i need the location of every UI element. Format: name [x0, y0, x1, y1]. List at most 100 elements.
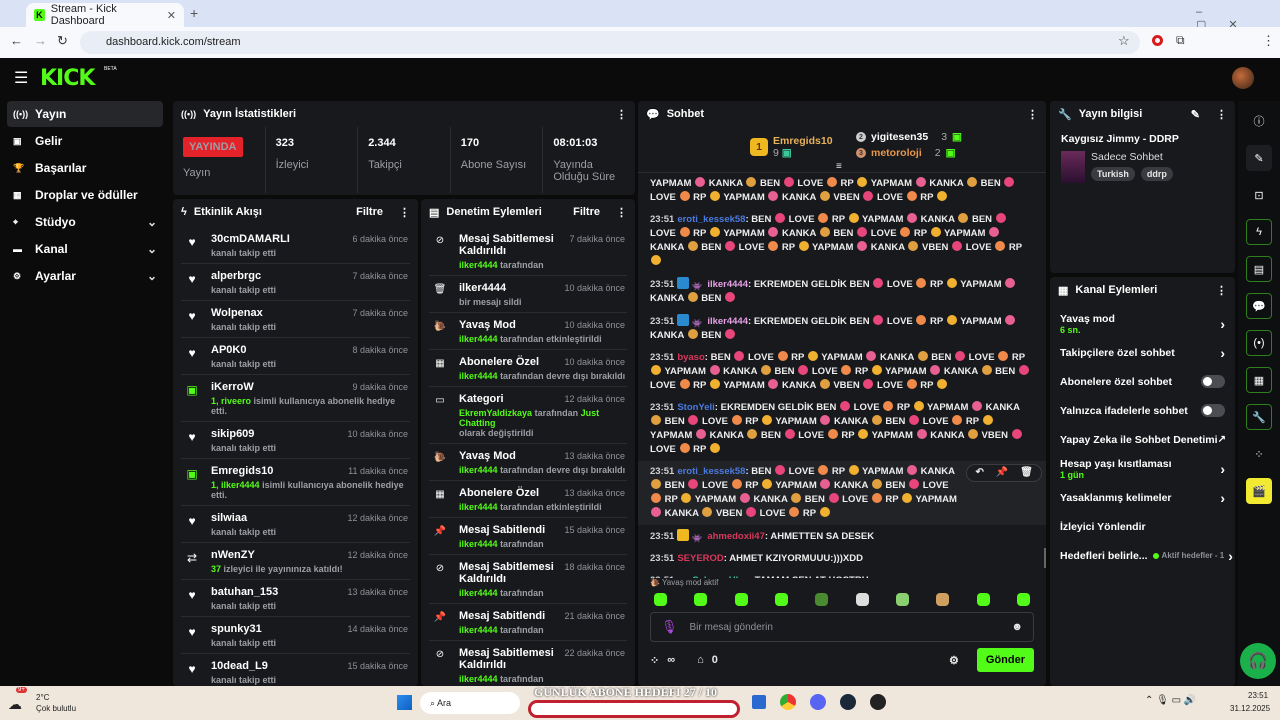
chat-username[interactable]: ahmedoxii47: [707, 531, 765, 542]
sidebar-item[interactable]: ((•)) Yayın: [7, 101, 163, 127]
channel-action[interactable]: Abonelere özel sohbet: [1050, 367, 1235, 396]
username[interactable]: Emregids10: [211, 465, 274, 477]
sidebar-item[interactable]: 🏆 Başarılar: [7, 155, 163, 181]
activity-item[interactable]: ♥ AP0K0 8 dakika önce kanalı takip etti: [181, 338, 410, 375]
more-options-icon[interactable]: ⋮: [1216, 284, 1227, 297]
stream-tag[interactable]: Turkish: [1091, 167, 1135, 181]
channel-action[interactable]: Yasaklanmış kelimeler ›: [1050, 483, 1235, 512]
edit-icon[interactable]: ✎: [1246, 145, 1272, 171]
moderation-item[interactable]: 📌 Mesaj Sabitlendi 21 dakika önce ilker4444…: [429, 604, 627, 641]
app-icon[interactable]: [870, 694, 886, 710]
chat-username[interactable]: SehmuzUlas: [692, 575, 749, 578]
filter-button[interactable]: Filtre: [573, 205, 600, 218]
username[interactable]: silwiaa: [211, 512, 248, 524]
sidebar-item[interactable]: ⌖ Stüdyo ⌄: [7, 209, 163, 235]
forward-icon[interactable]: →: [34, 33, 47, 48]
moderator-name[interactable]: ilker4444: [459, 371, 498, 381]
emote-icon[interactable]: [976, 593, 990, 606]
undo-icon[interactable]: ↶: [975, 467, 984, 478]
moderator-name[interactable]: ilker4444: [459, 334, 498, 344]
activity-item[interactable]: ♥ 10dead_L9 15 dakika önce kanalı takip ett…: [181, 654, 410, 686]
channel-points-icon[interactable]: ⁘: [650, 654, 660, 667]
toggle-switch[interactable]: [1201, 404, 1225, 417]
broadcast-icon[interactable]: (•): [1246, 330, 1272, 356]
emote-icon[interactable]: [1016, 593, 1030, 606]
url-input[interactable]: dashboard.kick.com/stream: [80, 31, 1140, 54]
username[interactable]: 30cmDAMARLI: [211, 233, 290, 245]
discord-app-icon[interactable]: [810, 694, 826, 710]
chat-message[interactable]: YAPMAM KANKA BEN LOVE RP YAPMAM KANKA BE…: [638, 173, 1046, 209]
wrench-icon[interactable]: 🔧: [1246, 404, 1272, 430]
moderator-name[interactable]: ilker4444: [459, 674, 498, 684]
chat-message[interactable]: 23:51 SEYEROD: AHMET KZIYORMUUU:)))XDD: [650, 553, 863, 564]
activity-item[interactable]: ♥ 30cmDAMARLI 6 dakika önce kanalı takip et…: [181, 227, 410, 264]
moderation-item[interactable]: ⊘ Mesaj Sabitlemesi Kaldırıldı 18 dakika ö…: [429, 555, 627, 604]
moderation-item[interactable]: 🐌 Yavaş Mod 13 dakika önce ilker4444 tarafı…: [429, 444, 627, 481]
taskbar-search[interactable]: ⌕ Ara: [420, 692, 520, 714]
sidebar-item[interactable]: ▦ Droplar ve ödüller: [7, 182, 163, 208]
chat-message[interactable]: 23:51 👾 ilker4444: EKREMDEN GELDİK BEN LOV…: [638, 310, 1046, 347]
collapse-icon[interactable]: ≡: [836, 161, 842, 172]
emote-icon[interactable]: [734, 593, 748, 606]
support-headset-icon[interactable]: 🎧: [1240, 643, 1276, 679]
focus-icon[interactable]: ⊡: [1254, 189, 1264, 202]
browser-tab[interactable]: K Stream - Kick Dashboard ✕: [26, 3, 184, 27]
moderation-log-icon[interactable]: ▤: [1246, 256, 1272, 282]
trash-icon[interactable]: 🗑: [1020, 467, 1033, 478]
stream-tag[interactable]: ddrp: [1140, 167, 1173, 181]
moderator-name[interactable]: ilker4444: [459, 260, 498, 270]
chat-message[interactable]: 23:51👾SehmuzUlas: TAMAM SEN AT HOSTRU: [638, 570, 1046, 578]
username[interactable]: alperbrgc: [211, 270, 262, 282]
activity-item[interactable]: ♥ batuhan_153 13 dakika önce kanalı takip e…: [181, 580, 410, 617]
moderation-item[interactable]: 🗑 ilker4444 10 dakika önce bir mesajı sildi: [429, 276, 627, 313]
activity-item[interactable]: ▣ iKerroW 9 dakika önce 1, riveero isimli k…: [181, 375, 410, 422]
chat-username[interactable]: ilker4444: [707, 316, 748, 327]
username[interactable]: AP0K0: [211, 344, 247, 356]
channel-action[interactable]: Hesap yaşı kısıtlaması 1 gün ›: [1050, 454, 1235, 483]
chat-scrollbar[interactable]: [1044, 548, 1046, 568]
kick-logo[interactable]: KICK: [40, 66, 95, 91]
emote-icon[interactable]: [694, 593, 708, 606]
moderator-name[interactable]: ilker4444: [459, 588, 498, 598]
chat-bubble-icon[interactable]: 💬: [1246, 293, 1272, 319]
channel-action[interactable]: Takipçilere özel sohbet ›: [1050, 338, 1235, 367]
new-tab-button[interactable]: +: [190, 5, 199, 21]
activity-item[interactable]: ♥ alperbrgc 7 dakika önce kanalı takip etti: [181, 264, 410, 301]
moderation-item[interactable]: 📌 Mesaj Sabitlendi 15 dakika önce ilker4444…: [429, 518, 627, 555]
sidebar-item[interactable]: ▬ Kanal ⌄: [7, 236, 163, 262]
username[interactable]: 10dead_L9: [211, 660, 268, 672]
emote-icon[interactable]: [774, 593, 788, 606]
activity-item[interactable]: ▣ Emregids10 11 dakika önce 1, ilker4444 is…: [181, 459, 410, 506]
chat-message[interactable]: 23:51 eroti_kessek58: BEN LOVE RP YAPMAM …: [638, 209, 1046, 273]
channel-action[interactable]: İzleyici Yönlendir: [1050, 512, 1235, 541]
edit-icon[interactable]: ✎: [1190, 108, 1200, 121]
moderation-item[interactable]: ⊘ Mesaj Sabitlemesi Kaldırıldı 22 dakika ö…: [429, 641, 627, 686]
leaderboard-entry[interactable]: 1 Emregids10 9 ▣: [750, 135, 833, 159]
leaderboard-entry[interactable]: 2 yigitesen35 3 ▣: [856, 131, 962, 143]
toggle-switch[interactable]: [1201, 375, 1225, 388]
chat-message[interactable]: 23:51 StonYeli: EKREMDEN GELDİK BEN LOVE …: [638, 397, 1046, 461]
emoji-picker-icon[interactable]: ☻: [1011, 621, 1023, 633]
sidebar-item[interactable]: ▣ Gelir: [7, 128, 163, 154]
chrome-app-icon[interactable]: [780, 694, 796, 710]
activity-item[interactable]: ♥ silwiaa 12 dakika önce kanalı takip etti: [181, 506, 410, 543]
tray-icons[interactable]: ⌃ 🎙 ▭ 🔊: [1145, 695, 1197, 706]
emote-icon[interactable]: [936, 593, 950, 606]
windows-start-icon[interactable]: [397, 695, 412, 710]
moderation-item[interactable]: ▭ Kategori 12 dakika önce EkremYaldizkaya t…: [429, 387, 627, 444]
moderation-item[interactable]: ▦ Abonelere Özel 13 dakika önce ilker4444 t…: [429, 481, 627, 518]
activity-item[interactable]: ♥ spunky31 14 dakika önce kanalı takip etti: [181, 617, 410, 654]
extensions-icon[interactable]: ⧉: [1176, 33, 1185, 47]
pin-icon[interactable]: 📌: [995, 467, 1009, 478]
username[interactable]: nWenZY: [211, 549, 255, 561]
emote-icon[interactable]: [895, 593, 909, 606]
user-avatar[interactable]: [1232, 67, 1254, 89]
chat-settings-icon[interactable]: ⚙: [949, 654, 959, 667]
chat-message[interactable]: 23:51 👾 ahmedoxii47: AHMETTEN SA DESEK: [650, 529, 875, 543]
channel-action[interactable]: Yalnızca ifadelerle sohbet: [1050, 396, 1235, 425]
steam-app-icon[interactable]: [840, 694, 856, 710]
chat-username[interactable]: eroti_kessek58: [677, 214, 746, 225]
username[interactable]: Wolpenax: [211, 307, 263, 319]
category-name[interactable]: Sadece Sohbet: [1091, 151, 1163, 163]
close-tab-icon[interactable]: ✕: [166, 9, 176, 22]
